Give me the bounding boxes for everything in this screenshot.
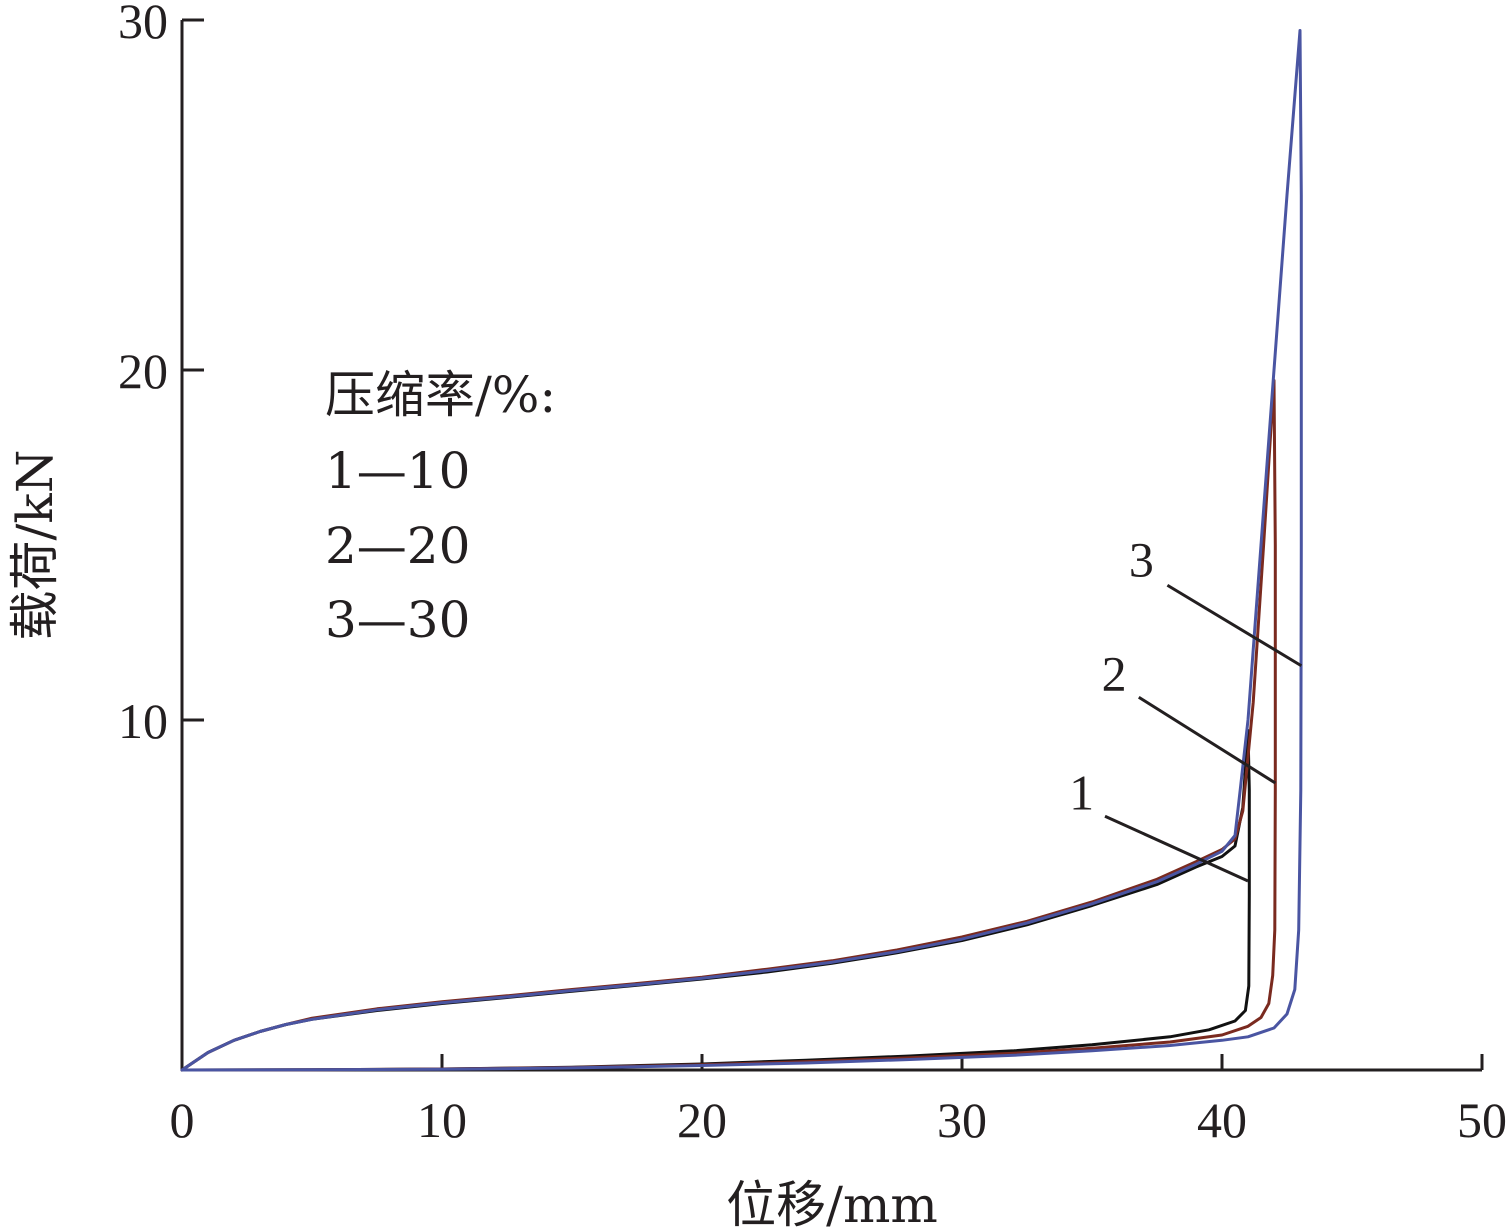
curve-label-2: 2 <box>1102 645 1127 701</box>
legend-title: 压缩率/%: <box>325 366 556 424</box>
legend-entry-3: 3—30 <box>325 591 470 649</box>
leader-line-1 <box>1104 814 1249 883</box>
x-tick-label-30: 30 <box>937 1092 987 1148</box>
leader-line-2 <box>1138 695 1277 785</box>
y-tick-label-10: 10 <box>118 693 168 749</box>
legend: 压缩率/%: 1—10 2—20 3—30 <box>325 366 556 649</box>
y-ticks: 10 20 30 <box>118 0 204 749</box>
leader-line-3 <box>1166 583 1303 668</box>
legend-entry-1: 1—10 <box>325 442 470 500</box>
curve-label-3: 3 <box>1129 532 1154 588</box>
curve-label-1: 1 <box>1069 764 1094 820</box>
series-3-curve <box>180 29 1303 1072</box>
legend-entry-2: 2—20 <box>325 517 470 575</box>
x-axis-title: 位移/mm <box>726 1176 938 1231</box>
x-ticks: 0 10 20 30 40 50 <box>170 1054 1507 1148</box>
curves <box>180 29 1303 1072</box>
y-axis-title: 载荷/kN <box>6 450 64 641</box>
curve-annotations: 1 2 3 <box>1069 532 1303 883</box>
x-tick-label-20: 20 <box>677 1092 727 1148</box>
y-tick-label-30: 30 <box>118 0 168 49</box>
x-tick-label-0: 0 <box>170 1092 195 1148</box>
x-tick-label-50: 50 <box>1457 1092 1507 1148</box>
x-tick-label-40: 40 <box>1197 1092 1247 1148</box>
x-tick-label-10: 10 <box>417 1092 467 1148</box>
y-tick-label-20: 20 <box>118 343 168 399</box>
